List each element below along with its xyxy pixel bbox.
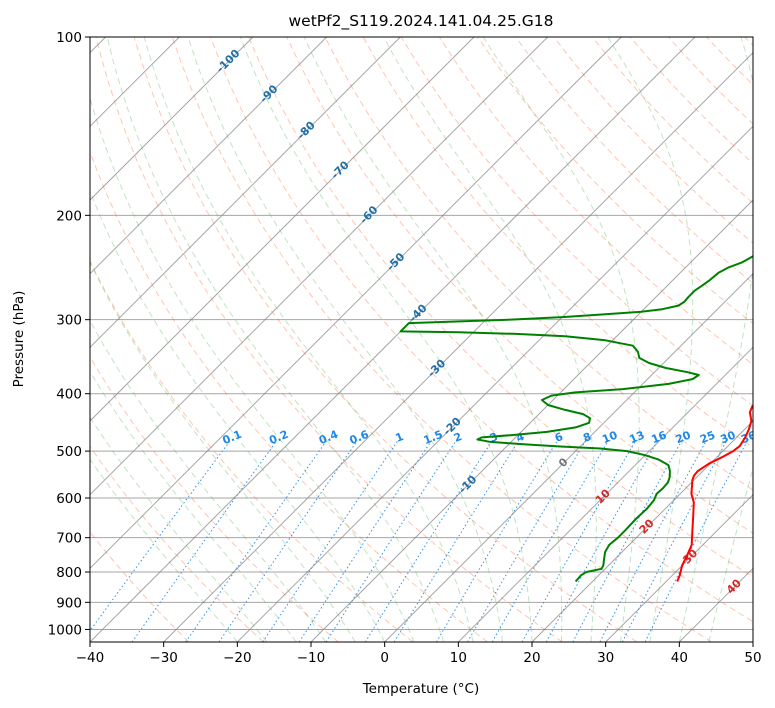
mixing-ratio-line [262,440,399,642]
x-tick-label: −20 [223,650,252,666]
isotherm-line [236,125,753,642]
moist-adiabat-line [187,37,503,642]
x-tick-label: 0 [380,650,389,666]
moist-adiabat-line [90,458,238,642]
isotherm-line [90,37,401,349]
mixing-ratio-line [545,440,659,642]
mixing-ratio-label: 2 [452,430,464,445]
x-tick-label: 10 [450,650,467,666]
y-tick-label: 200 [56,208,82,224]
mixing-ratio-line [298,440,432,642]
mixing-ratio-line [435,440,558,642]
dry-adiabat-line [95,37,563,642]
moist-adiabat-line [607,37,694,642]
y-tick-label: 1000 [48,622,82,638]
moist-adiabat-line [239,37,533,642]
plot-frame [89,36,754,643]
isotherm-line [163,51,753,642]
moist-adiabat-line [90,319,327,642]
y-tick-label: 900 [56,595,82,611]
mixing-ratio-label: 20 [674,428,693,446]
y-tick-label: 100 [56,30,82,46]
moist-adiabat-line [90,416,268,642]
y-tick-label: 500 [56,444,82,460]
mixing-ratio-label: 16 [649,428,668,446]
dry-adiabat-line [210,37,753,623]
mixing-ratio-line [90,440,231,632]
x-tick-label: 30 [597,650,614,666]
mixing-ratio-label: 25 [698,429,717,447]
mixing-ratio-line [521,440,637,642]
moist-adiabat-line [90,370,297,642]
y-axis-label: Pressure (hPa) [11,291,27,388]
isotherm-line [90,37,328,275]
mixing-ratio-line [572,440,683,642]
isotherm-line [90,37,475,422]
y-tick-label: 600 [56,491,82,507]
x-tick-label: 20 [523,650,540,666]
x-tick-label: 50 [744,650,761,666]
x-axis-label: Temperature (°C) [362,681,480,697]
dry-adiabat-line [515,37,753,284]
mixing-ratio-line [364,440,493,642]
dry-adiabat-line [248,37,753,578]
isotherm-line [384,272,753,642]
isotherm-line [90,37,622,570]
isotherm-line [90,37,254,201]
mixing-ratio-label: 30 [718,428,737,446]
y-tick-label: 700 [56,531,82,547]
isotherm-line [90,37,549,496]
x-tick-label: −30 [149,650,178,666]
moist-adiabat-line [90,189,386,642]
moist-adiabat-line [90,260,356,642]
dewpoint-profile-line [399,254,753,583]
chart-title: wetPf2_S119.2024.141.04.25.G18 [289,12,554,31]
mixing-ratio-line [325,440,457,642]
mixing-ratio-line [467,440,587,642]
moist-adiabat-line [482,37,640,642]
mixing-ratio-label: 8 [581,430,593,445]
axis-ticks: −40 −30 −20 −10 0 10 20 30 40 50 1000 900 800 700 600 5… [48,30,762,666]
dry-adiabat-line [324,37,753,491]
moist-adiabat-line [303,37,563,642]
x-tick-label: −40 [76,650,105,666]
y-tick-label: 800 [56,565,82,581]
moist-adiabat-line [708,466,753,642]
mixing-ratio-line [491,440,609,642]
moist-adiabat-line [383,37,597,642]
dry-adiabat-line [171,37,712,642]
isotherm-line [90,37,696,642]
mixing-ratio-line [185,440,328,642]
mixing-ratio-label: 1 [394,430,406,445]
dry-adiabat-line [133,37,638,642]
isotherm-line [605,493,753,642]
x-tick-label: 40 [671,650,688,666]
temperature-profile-line [676,404,753,582]
dry-adiabat-line [90,445,264,642]
y-tick-label: 300 [56,313,82,329]
dry-adiabat-line [286,37,753,534]
mixing-ratio-line [131,440,278,642]
isotherm-line [310,199,753,642]
moist-adiabat-line [106,37,445,642]
moist-adiabat-line [678,37,753,642]
x-tick-label: −10 [297,650,326,666]
mixing-ratio-label: 13 [627,429,646,447]
mixing-ratio-line [644,440,748,642]
dry-adiabat-line [90,356,339,642]
isotherm-line [531,420,753,642]
y-tick-label: 400 [56,387,82,403]
isotherm-line [457,346,753,642]
moist-adiabat-line [143,37,474,642]
mixing-ratio-label: 10 [600,428,619,446]
dry-adiabat-line [90,259,414,642]
